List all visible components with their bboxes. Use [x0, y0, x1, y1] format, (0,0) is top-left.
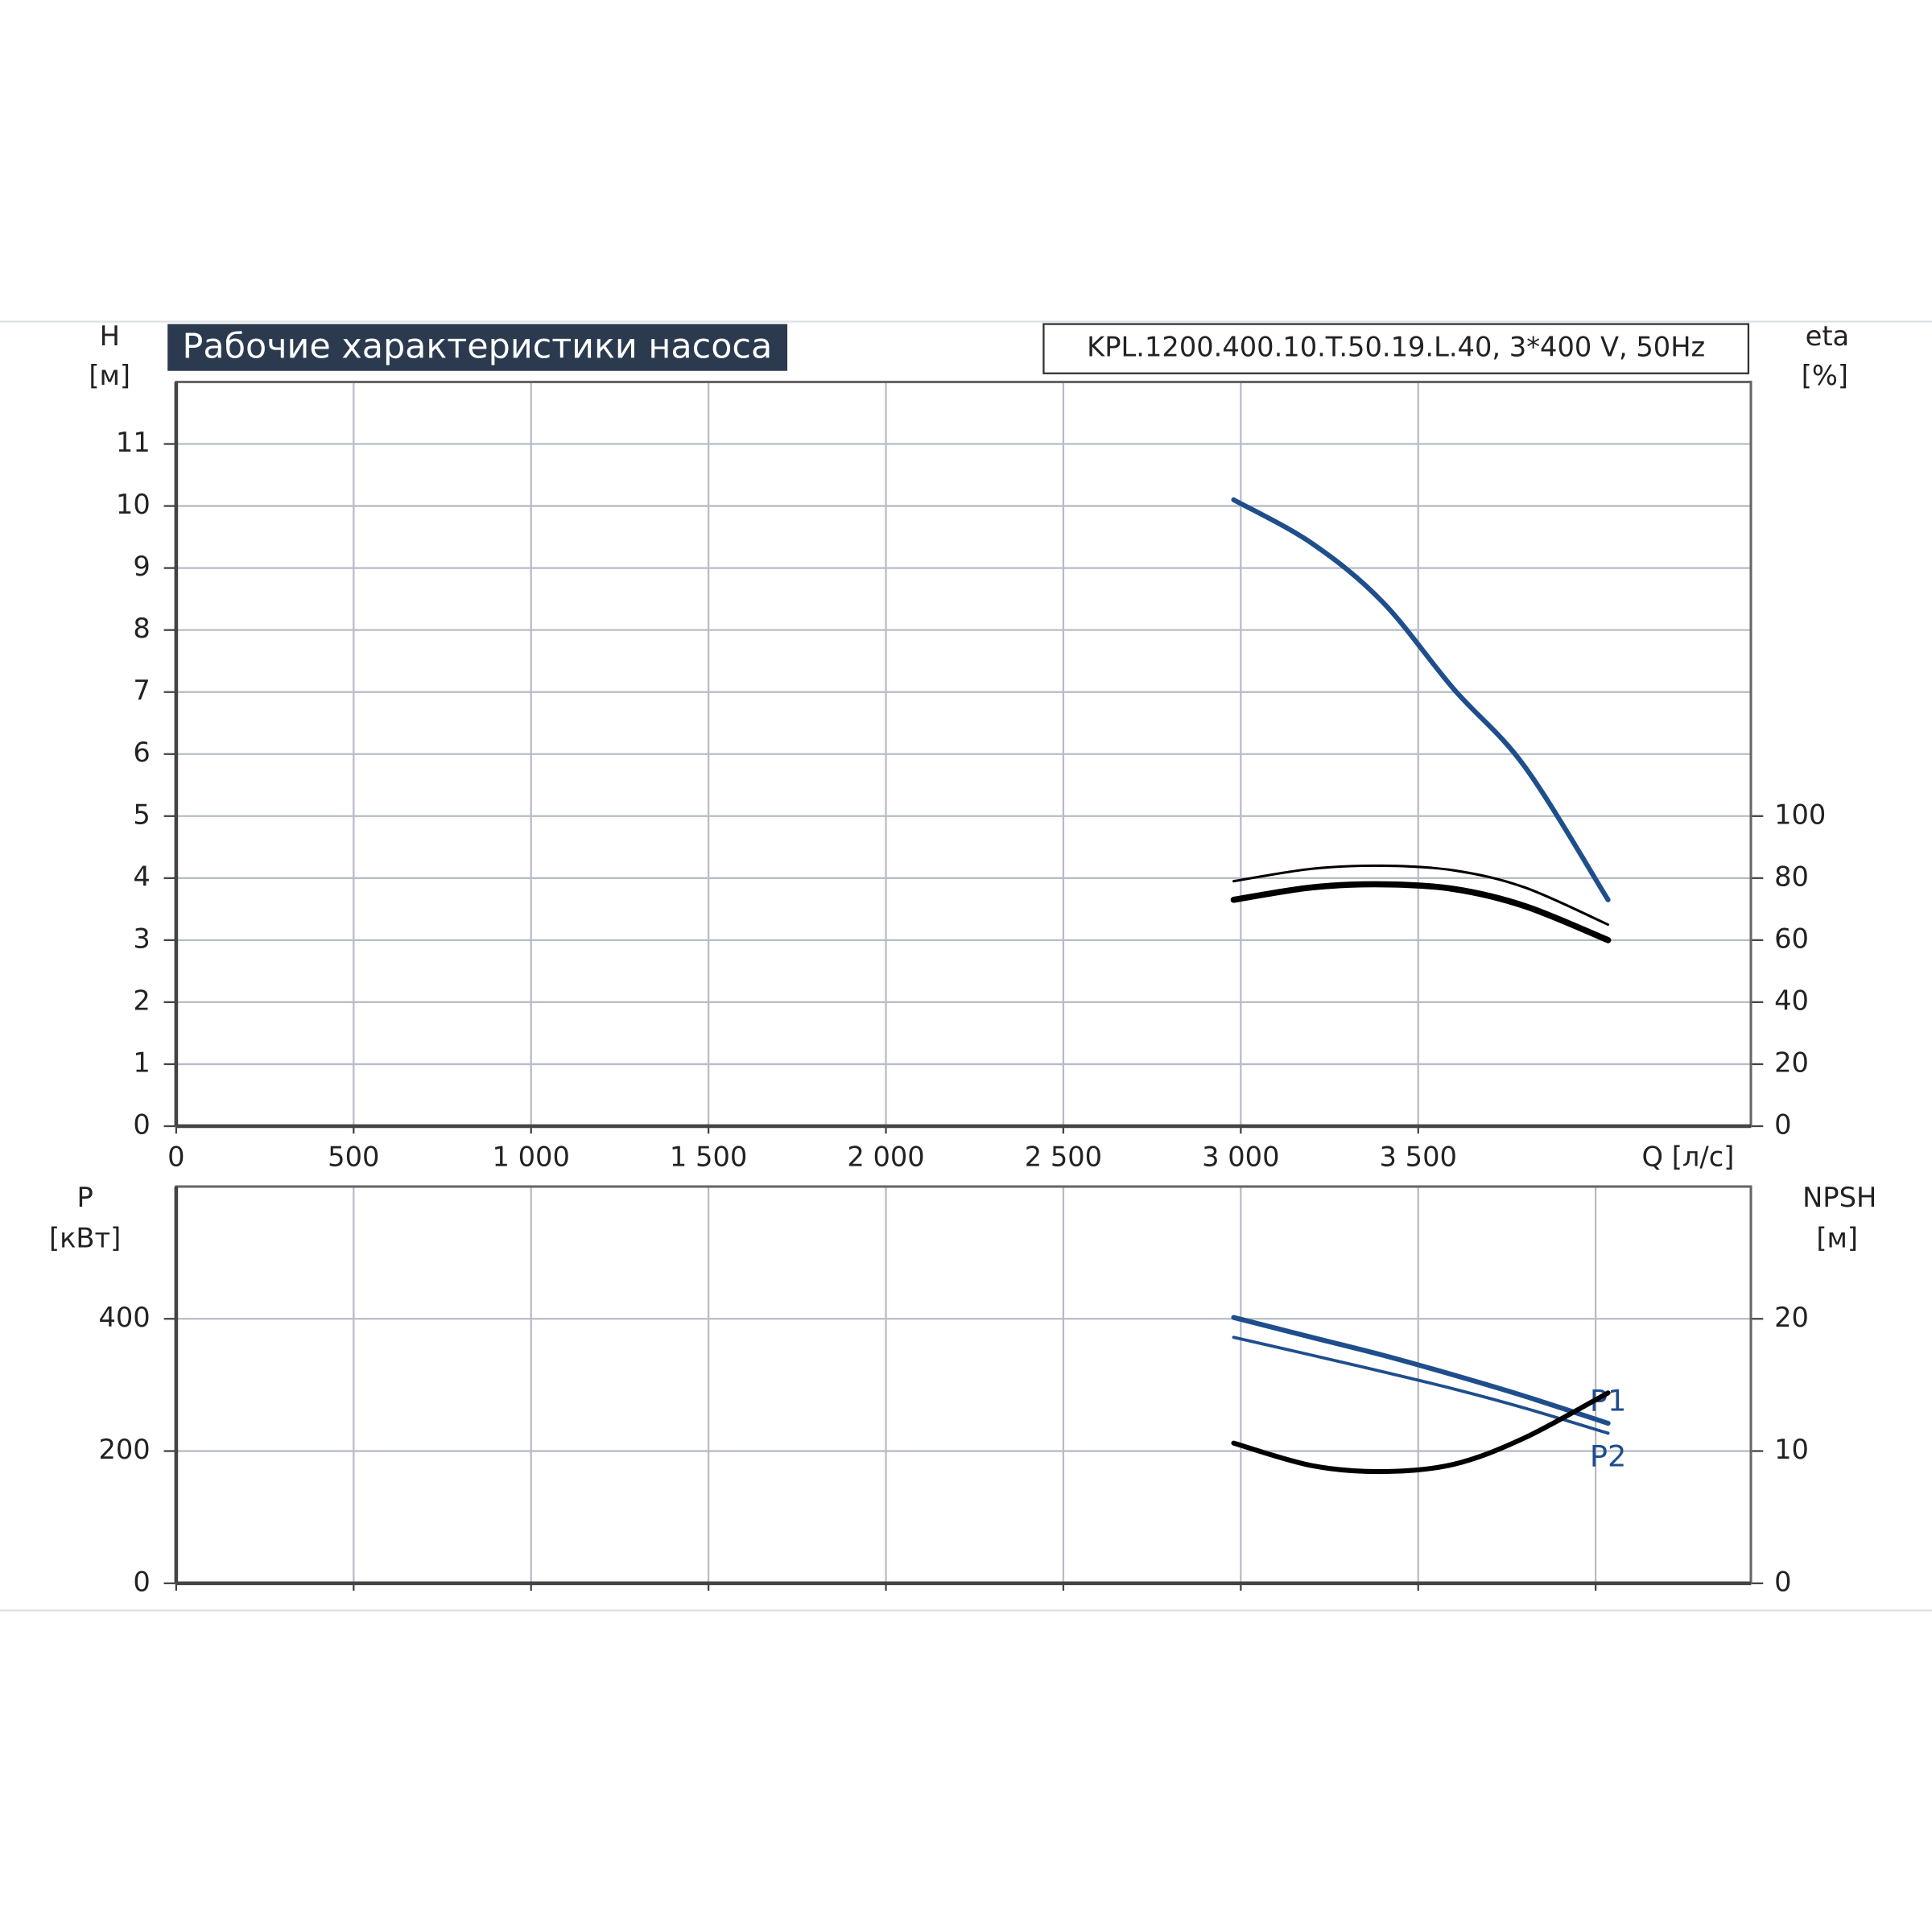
y2-axis-unit: [%]: [1802, 360, 1848, 391]
x-tick-label: 3 500: [1380, 1141, 1457, 1172]
chart-title: Рабочие характеристики насоса: [183, 327, 773, 367]
x-tick-label: 2 500: [1025, 1141, 1102, 1172]
y2-axis-label: eta: [1806, 320, 1850, 352]
y-axis-label: H: [100, 320, 120, 352]
chart-subtitle: KPL.1200.400.10.T.50.19.L.40, 3*400 V, 5…: [1087, 332, 1705, 363]
y-tick-label: 8: [133, 613, 150, 644]
y2-tick-label: 40: [1774, 985, 1809, 1016]
y2-axis-label: NPSH: [1802, 1182, 1876, 1213]
y2-tick-label: 100: [1774, 799, 1826, 830]
y2-tick-label: 20: [1774, 1046, 1809, 1078]
y2-tick-label: 80: [1774, 861, 1809, 892]
y2-tick-label: 0: [1774, 1108, 1791, 1140]
y-tick-label: 11: [116, 427, 151, 458]
subtitle-box: [1042, 323, 1750, 374]
y-tick-label: 0: [133, 1108, 150, 1140]
series-line: [1231, 1315, 1611, 1426]
y-tick-label: 0: [133, 1566, 150, 1597]
y-axis-unit: [кВт]: [49, 1222, 121, 1253]
y2-tick-label: 20: [1774, 1302, 1809, 1333]
y-tick-label: 4: [133, 861, 150, 892]
y-tick-label: 9: [133, 551, 150, 582]
y-axis-unit: [м]: [89, 360, 130, 391]
x-tick-label: 0: [167, 1141, 184, 1172]
y2-tick-label: 10: [1774, 1434, 1809, 1465]
y-tick-label: 5: [133, 799, 150, 830]
y-tick-label: 2: [133, 985, 150, 1016]
plot-area: [175, 1186, 1751, 1583]
y2-axis-unit: [м]: [1816, 1222, 1858, 1253]
title-box: [167, 324, 788, 371]
x-tick-label: 500: [328, 1141, 379, 1172]
y-tick-label: 7: [133, 675, 150, 706]
x-tick-label: 3 000: [1202, 1141, 1279, 1172]
x-tick-label: 1 500: [670, 1141, 747, 1172]
y2-tick-label: 0: [1774, 1566, 1791, 1597]
x-tick-label: 1 000: [493, 1141, 570, 1172]
y-tick-label: 10: [116, 489, 151, 520]
y-tick-label: 6: [133, 737, 150, 768]
y-tick-label: 3: [133, 923, 150, 954]
y-tick-label: 400: [98, 1302, 150, 1333]
series-line: [1232, 1335, 1610, 1435]
series-label: P2: [1590, 1439, 1627, 1473]
series-line: [1230, 881, 1612, 943]
y-tick-label: 1: [133, 1046, 150, 1078]
y-axis-label: P: [76, 1182, 93, 1213]
y2-tick-label: 60: [1774, 923, 1809, 954]
x-axis-label: Q [л/с]: [1642, 1141, 1735, 1172]
y-tick-label: 200: [98, 1434, 150, 1465]
series-line: [1231, 497, 1611, 902]
x-tick-label: 2 000: [847, 1141, 924, 1172]
series-line: [1232, 864, 1610, 927]
series-line: [1231, 1390, 1611, 1475]
